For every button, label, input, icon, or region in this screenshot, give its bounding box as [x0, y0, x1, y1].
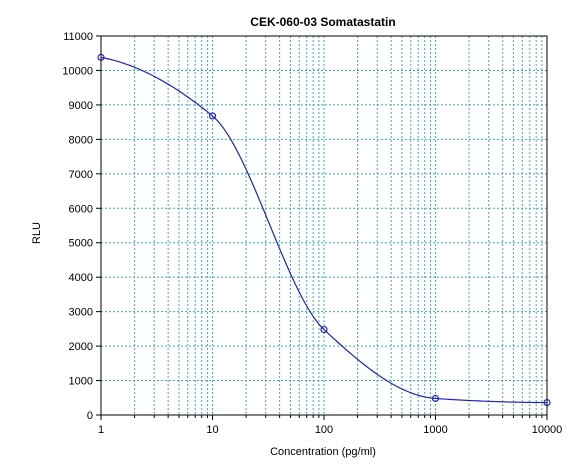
data-point: [208, 112, 217, 120]
y-tick-label: 4000: [69, 272, 93, 284]
y-tick-label: 10000: [62, 65, 93, 77]
fit-curve: [100, 56, 548, 404]
y-tick-label: 1000: [69, 376, 93, 388]
data-point: [431, 394, 440, 403]
y-tick-label: 8000: [69, 134, 93, 146]
data-point: [320, 325, 328, 334]
data-point: [543, 398, 551, 407]
axis-ticks: [96, 35, 548, 420]
y-tick-label: 3000: [69, 307, 93, 319]
y-tick-label: 7000: [69, 169, 93, 181]
chart-title: CEK-060-03 Somatastatin: [250, 15, 395, 29]
y-tick-label: 11000: [63, 31, 93, 43]
x-tick-labels: 1 10 100 1000 10000: [98, 424, 562, 436]
y-tick-labels: 0 1000 2000 3000 4000 5000 6000 7000 8000 9000 100…: [62, 31, 93, 422]
y-tick-label: 2000: [69, 341, 93, 353]
x-tick-label: 1000: [423, 424, 447, 436]
x-tick-label: 100: [315, 424, 333, 436]
x-tick-label: 10000: [532, 424, 563, 436]
x-axis-title: Concentration (pg/ml): [270, 446, 376, 458]
y-tick-label: 9000: [69, 100, 93, 112]
y-axis-title: RLU: [31, 222, 43, 244]
y-tick-label: 0: [87, 410, 93, 422]
y-tick-label: 5000: [69, 238, 93, 250]
data-point: [97, 53, 105, 61]
y-tick-label: 6000: [69, 203, 93, 215]
x-tick-label: 1: [98, 424, 104, 436]
x-tick-label: 10: [206, 424, 218, 436]
data-points: [97, 53, 551, 407]
grid: [101, 36, 547, 415]
